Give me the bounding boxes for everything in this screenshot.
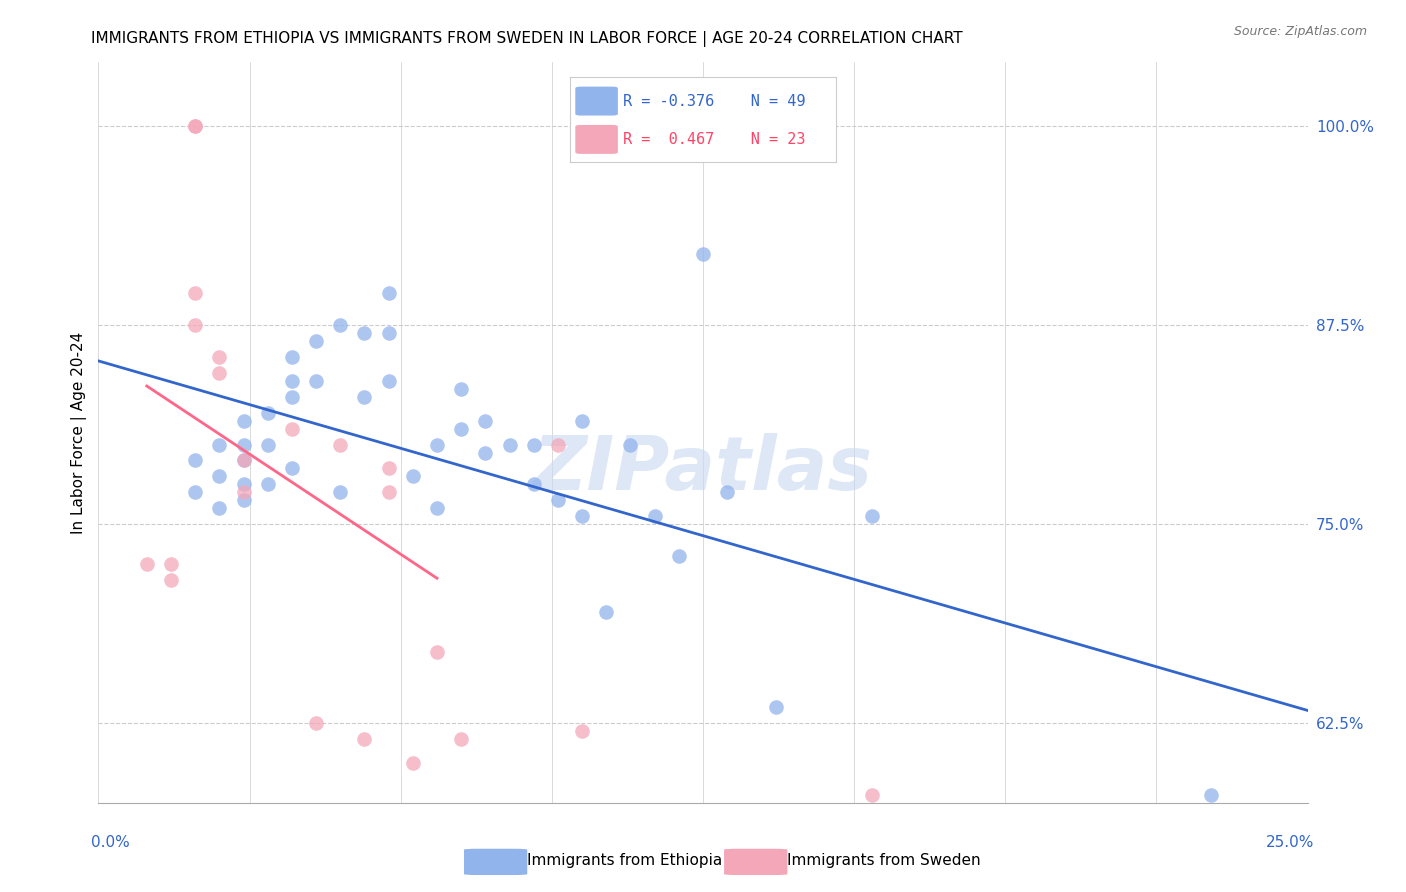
Point	[232, 453, 254, 467]
Point	[547, 437, 569, 451]
Point	[329, 318, 352, 333]
Point	[571, 724, 593, 739]
Point	[305, 716, 328, 731]
Point	[184, 286, 207, 301]
FancyBboxPatch shape	[464, 849, 527, 875]
Point	[426, 437, 449, 451]
Point	[450, 382, 472, 396]
Point	[232, 437, 254, 451]
Point	[329, 485, 352, 500]
Point	[305, 374, 328, 388]
Point	[547, 493, 569, 508]
Point	[860, 788, 883, 802]
Point	[668, 549, 690, 563]
Point	[910, 820, 932, 834]
Point	[184, 485, 207, 500]
Point	[523, 477, 546, 491]
Text: ZIPatlas: ZIPatlas	[533, 434, 873, 506]
Point	[644, 509, 666, 524]
Point	[692, 246, 714, 260]
Text: Immigrants from Ethiopia: Immigrants from Ethiopia	[527, 854, 723, 868]
Text: 25.0%: 25.0%	[1267, 836, 1315, 850]
Text: Source: ZipAtlas.com: Source: ZipAtlas.com	[1233, 25, 1367, 38]
Point	[474, 445, 496, 459]
Point	[208, 469, 231, 483]
Point	[281, 390, 304, 404]
Point	[474, 414, 496, 428]
Point	[402, 756, 425, 770]
Point	[256, 406, 278, 420]
Point	[232, 477, 254, 491]
Point	[377, 485, 399, 500]
Point	[450, 732, 472, 747]
Point	[619, 437, 641, 451]
Point	[329, 437, 352, 451]
Point	[450, 422, 472, 436]
Point	[160, 573, 183, 587]
Point	[184, 453, 207, 467]
Point	[232, 493, 254, 508]
Point	[571, 509, 593, 524]
Point	[426, 501, 449, 516]
Point	[208, 350, 231, 364]
Point	[256, 437, 278, 451]
Text: Immigrants from Sweden: Immigrants from Sweden	[787, 854, 981, 868]
Point	[860, 509, 883, 524]
Point	[523, 437, 546, 451]
Point	[377, 326, 399, 340]
Point	[571, 414, 593, 428]
Point	[208, 501, 231, 516]
FancyBboxPatch shape	[724, 849, 787, 875]
Point	[595, 605, 617, 619]
Point	[135, 557, 157, 571]
Point	[208, 437, 231, 451]
Point	[184, 119, 207, 133]
Point	[281, 461, 304, 475]
Point	[281, 422, 304, 436]
Point	[377, 286, 399, 301]
Text: IMMIGRANTS FROM ETHIOPIA VS IMMIGRANTS FROM SWEDEN IN LABOR FORCE | AGE 20-24 CO: IMMIGRANTS FROM ETHIOPIA VS IMMIGRANTS F…	[91, 31, 963, 47]
Point	[377, 461, 399, 475]
Point	[281, 374, 304, 388]
Point	[498, 437, 520, 451]
Point	[184, 119, 207, 133]
Point	[256, 477, 278, 491]
Point	[353, 732, 375, 747]
Point	[353, 326, 375, 340]
Point	[426, 644, 449, 658]
Point	[208, 366, 231, 380]
Point	[232, 485, 254, 500]
Point	[765, 700, 787, 714]
Point	[716, 485, 738, 500]
Point	[184, 318, 207, 333]
Point	[232, 414, 254, 428]
Point	[377, 374, 399, 388]
Text: 0.0%: 0.0%	[91, 836, 131, 850]
Point	[1199, 788, 1222, 802]
Point	[232, 453, 254, 467]
Point	[305, 334, 328, 348]
Point	[353, 390, 375, 404]
Point	[160, 557, 183, 571]
Y-axis label: In Labor Force | Age 20-24: In Labor Force | Age 20-24	[72, 332, 87, 533]
Point	[281, 350, 304, 364]
Point	[402, 469, 425, 483]
